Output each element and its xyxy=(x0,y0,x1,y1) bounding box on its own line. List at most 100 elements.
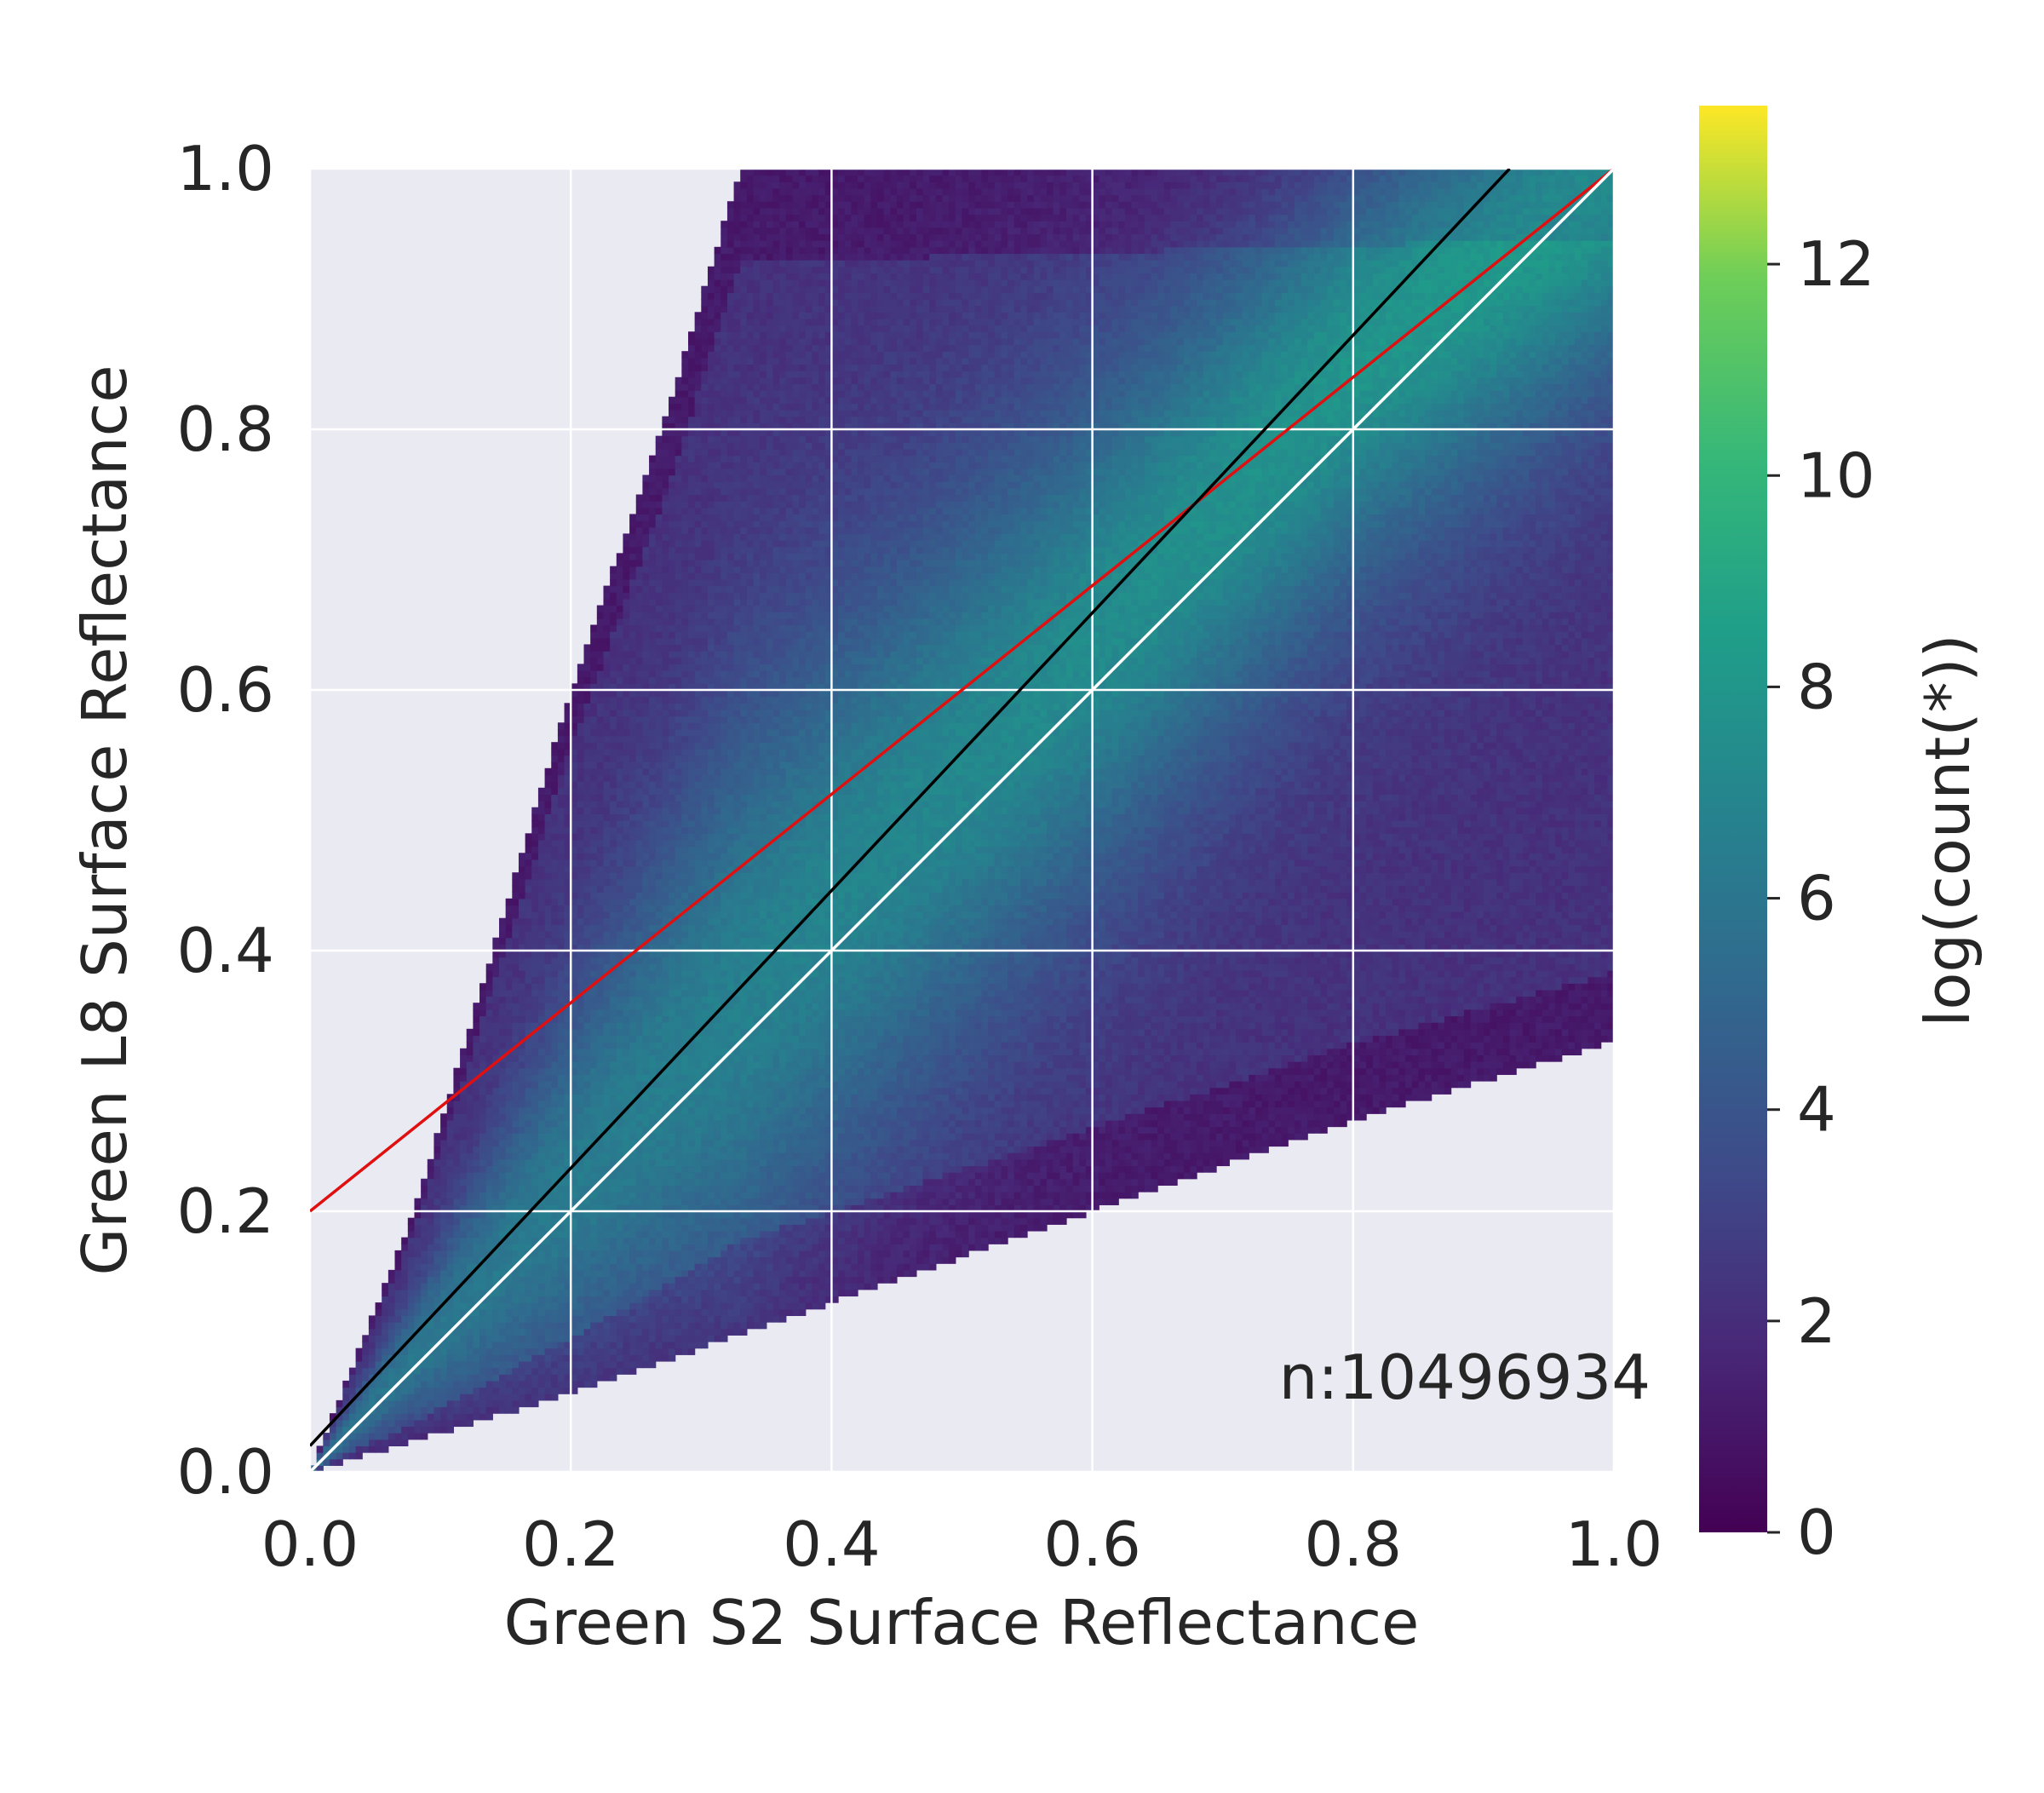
heatmap-cell xyxy=(629,840,636,847)
heatmap-cell xyxy=(695,572,702,579)
heatmap-cell xyxy=(669,456,675,463)
heatmap-cell xyxy=(688,358,695,365)
heatmap-cell xyxy=(584,664,591,670)
heatmap-cell xyxy=(636,990,643,997)
heatmap-cell xyxy=(492,1342,499,1348)
heatmap-cell xyxy=(492,1016,499,1023)
heatmap-cell xyxy=(617,1309,623,1316)
heatmap-cell xyxy=(662,1172,669,1179)
heatmap-cell xyxy=(395,1329,402,1336)
heatmap-cell xyxy=(695,794,702,801)
heatmap-cell xyxy=(473,1127,479,1134)
heatmap-cell xyxy=(395,1394,402,1400)
heatmap-cell xyxy=(558,1296,565,1302)
heatmap-cell xyxy=(603,1022,610,1029)
heatmap-cell xyxy=(636,664,643,670)
heatmap-cell xyxy=(708,938,715,945)
heatmap-cell xyxy=(577,1003,584,1009)
heatmap-cell xyxy=(623,1185,629,1192)
heatmap-cell xyxy=(695,1302,702,1309)
heatmap-cell xyxy=(460,1140,467,1146)
heatmap-cell xyxy=(610,1042,617,1049)
heatmap-cell xyxy=(669,1029,675,1036)
heatmap-cell xyxy=(486,1413,493,1420)
heatmap-cell xyxy=(610,827,617,834)
heatmap-cell xyxy=(440,1426,447,1433)
heatmap-cell xyxy=(603,1309,610,1316)
heatmap-cell xyxy=(473,1159,479,1166)
heatmap-cell xyxy=(656,886,663,893)
heatmap-cell xyxy=(531,872,538,879)
heatmap-cell xyxy=(421,1283,428,1290)
heatmap-cell xyxy=(656,508,663,514)
heatmap-cell xyxy=(662,813,669,820)
heatmap-cell xyxy=(688,365,695,371)
heatmap-cell xyxy=(629,1348,636,1355)
heatmap-cell xyxy=(688,924,695,931)
heatmap-cell xyxy=(531,924,538,931)
heatmap-cell xyxy=(499,1218,506,1225)
heatmap-cell xyxy=(447,1120,454,1127)
heatmap-cell xyxy=(617,670,623,677)
heatmap-cell xyxy=(623,911,629,918)
heatmap-cell xyxy=(558,768,565,775)
heatmap-cell xyxy=(610,1263,617,1270)
heatmap-cell xyxy=(492,1361,499,1368)
heatmap-cell xyxy=(499,1127,506,1134)
heatmap-cell xyxy=(656,1315,663,1322)
heatmap-cell xyxy=(649,813,656,820)
heatmap-cell xyxy=(603,710,610,716)
heatmap-cell xyxy=(610,710,617,716)
heatmap-cell xyxy=(551,872,558,879)
heatmap-cell xyxy=(408,1400,415,1407)
heatmap-cell xyxy=(636,1081,643,1088)
heatmap-cell xyxy=(486,983,493,990)
heatmap-cell xyxy=(629,1354,636,1361)
heatmap-cell xyxy=(636,1146,643,1153)
heatmap-cell xyxy=(577,899,584,905)
heatmap-cell xyxy=(486,1101,493,1107)
heatmap-cell xyxy=(610,1244,617,1250)
heatmap-cell xyxy=(649,879,656,886)
heatmap-cell xyxy=(590,761,597,768)
heatmap-cell xyxy=(590,742,597,749)
heatmap-cell xyxy=(675,697,682,704)
heatmap-cell xyxy=(649,1218,656,1225)
heatmap-cell xyxy=(656,1088,663,1095)
heatmap-cell xyxy=(610,670,617,677)
heatmap-cell xyxy=(695,383,702,390)
heatmap-cell xyxy=(656,1016,663,1023)
heatmap-cell xyxy=(369,1426,376,1433)
heatmap-cell xyxy=(695,1003,702,1009)
heatmap-cell xyxy=(590,729,597,736)
heatmap-cell xyxy=(440,1290,447,1296)
heatmap-cell xyxy=(499,1263,506,1270)
heatmap-cell xyxy=(590,1029,597,1036)
heatmap-cell xyxy=(610,1022,617,1029)
heatmap-cell xyxy=(669,1165,675,1172)
heatmap-cell xyxy=(440,1394,447,1400)
heatmap-cell xyxy=(577,1368,584,1375)
heatmap-cell xyxy=(603,1198,610,1205)
heatmap-cell xyxy=(584,892,591,899)
heatmap-cell xyxy=(662,1146,669,1153)
heatmap-cell xyxy=(708,553,715,560)
heatmap-cell xyxy=(479,1055,486,1061)
heatmap-cell xyxy=(688,1224,695,1231)
heatmap-cell xyxy=(545,1152,552,1159)
heatmap-cell xyxy=(428,1296,434,1302)
heatmap-cell xyxy=(584,1113,591,1120)
heatmap-cell xyxy=(695,703,702,710)
heatmap-cell xyxy=(617,572,623,579)
heatmap-cell xyxy=(649,892,656,899)
heatmap-cell xyxy=(512,1009,519,1016)
heatmap-cell xyxy=(669,631,675,638)
heatmap-cell xyxy=(473,1224,479,1231)
heatmap-cell xyxy=(492,1159,499,1166)
heatmap-cell xyxy=(688,390,695,397)
heatmap-cell xyxy=(675,1315,682,1322)
heatmap-cell xyxy=(486,1238,493,1244)
heatmap-cell xyxy=(376,1309,382,1316)
heatmap-cell xyxy=(695,722,702,729)
heatmap-cell xyxy=(401,1394,408,1400)
